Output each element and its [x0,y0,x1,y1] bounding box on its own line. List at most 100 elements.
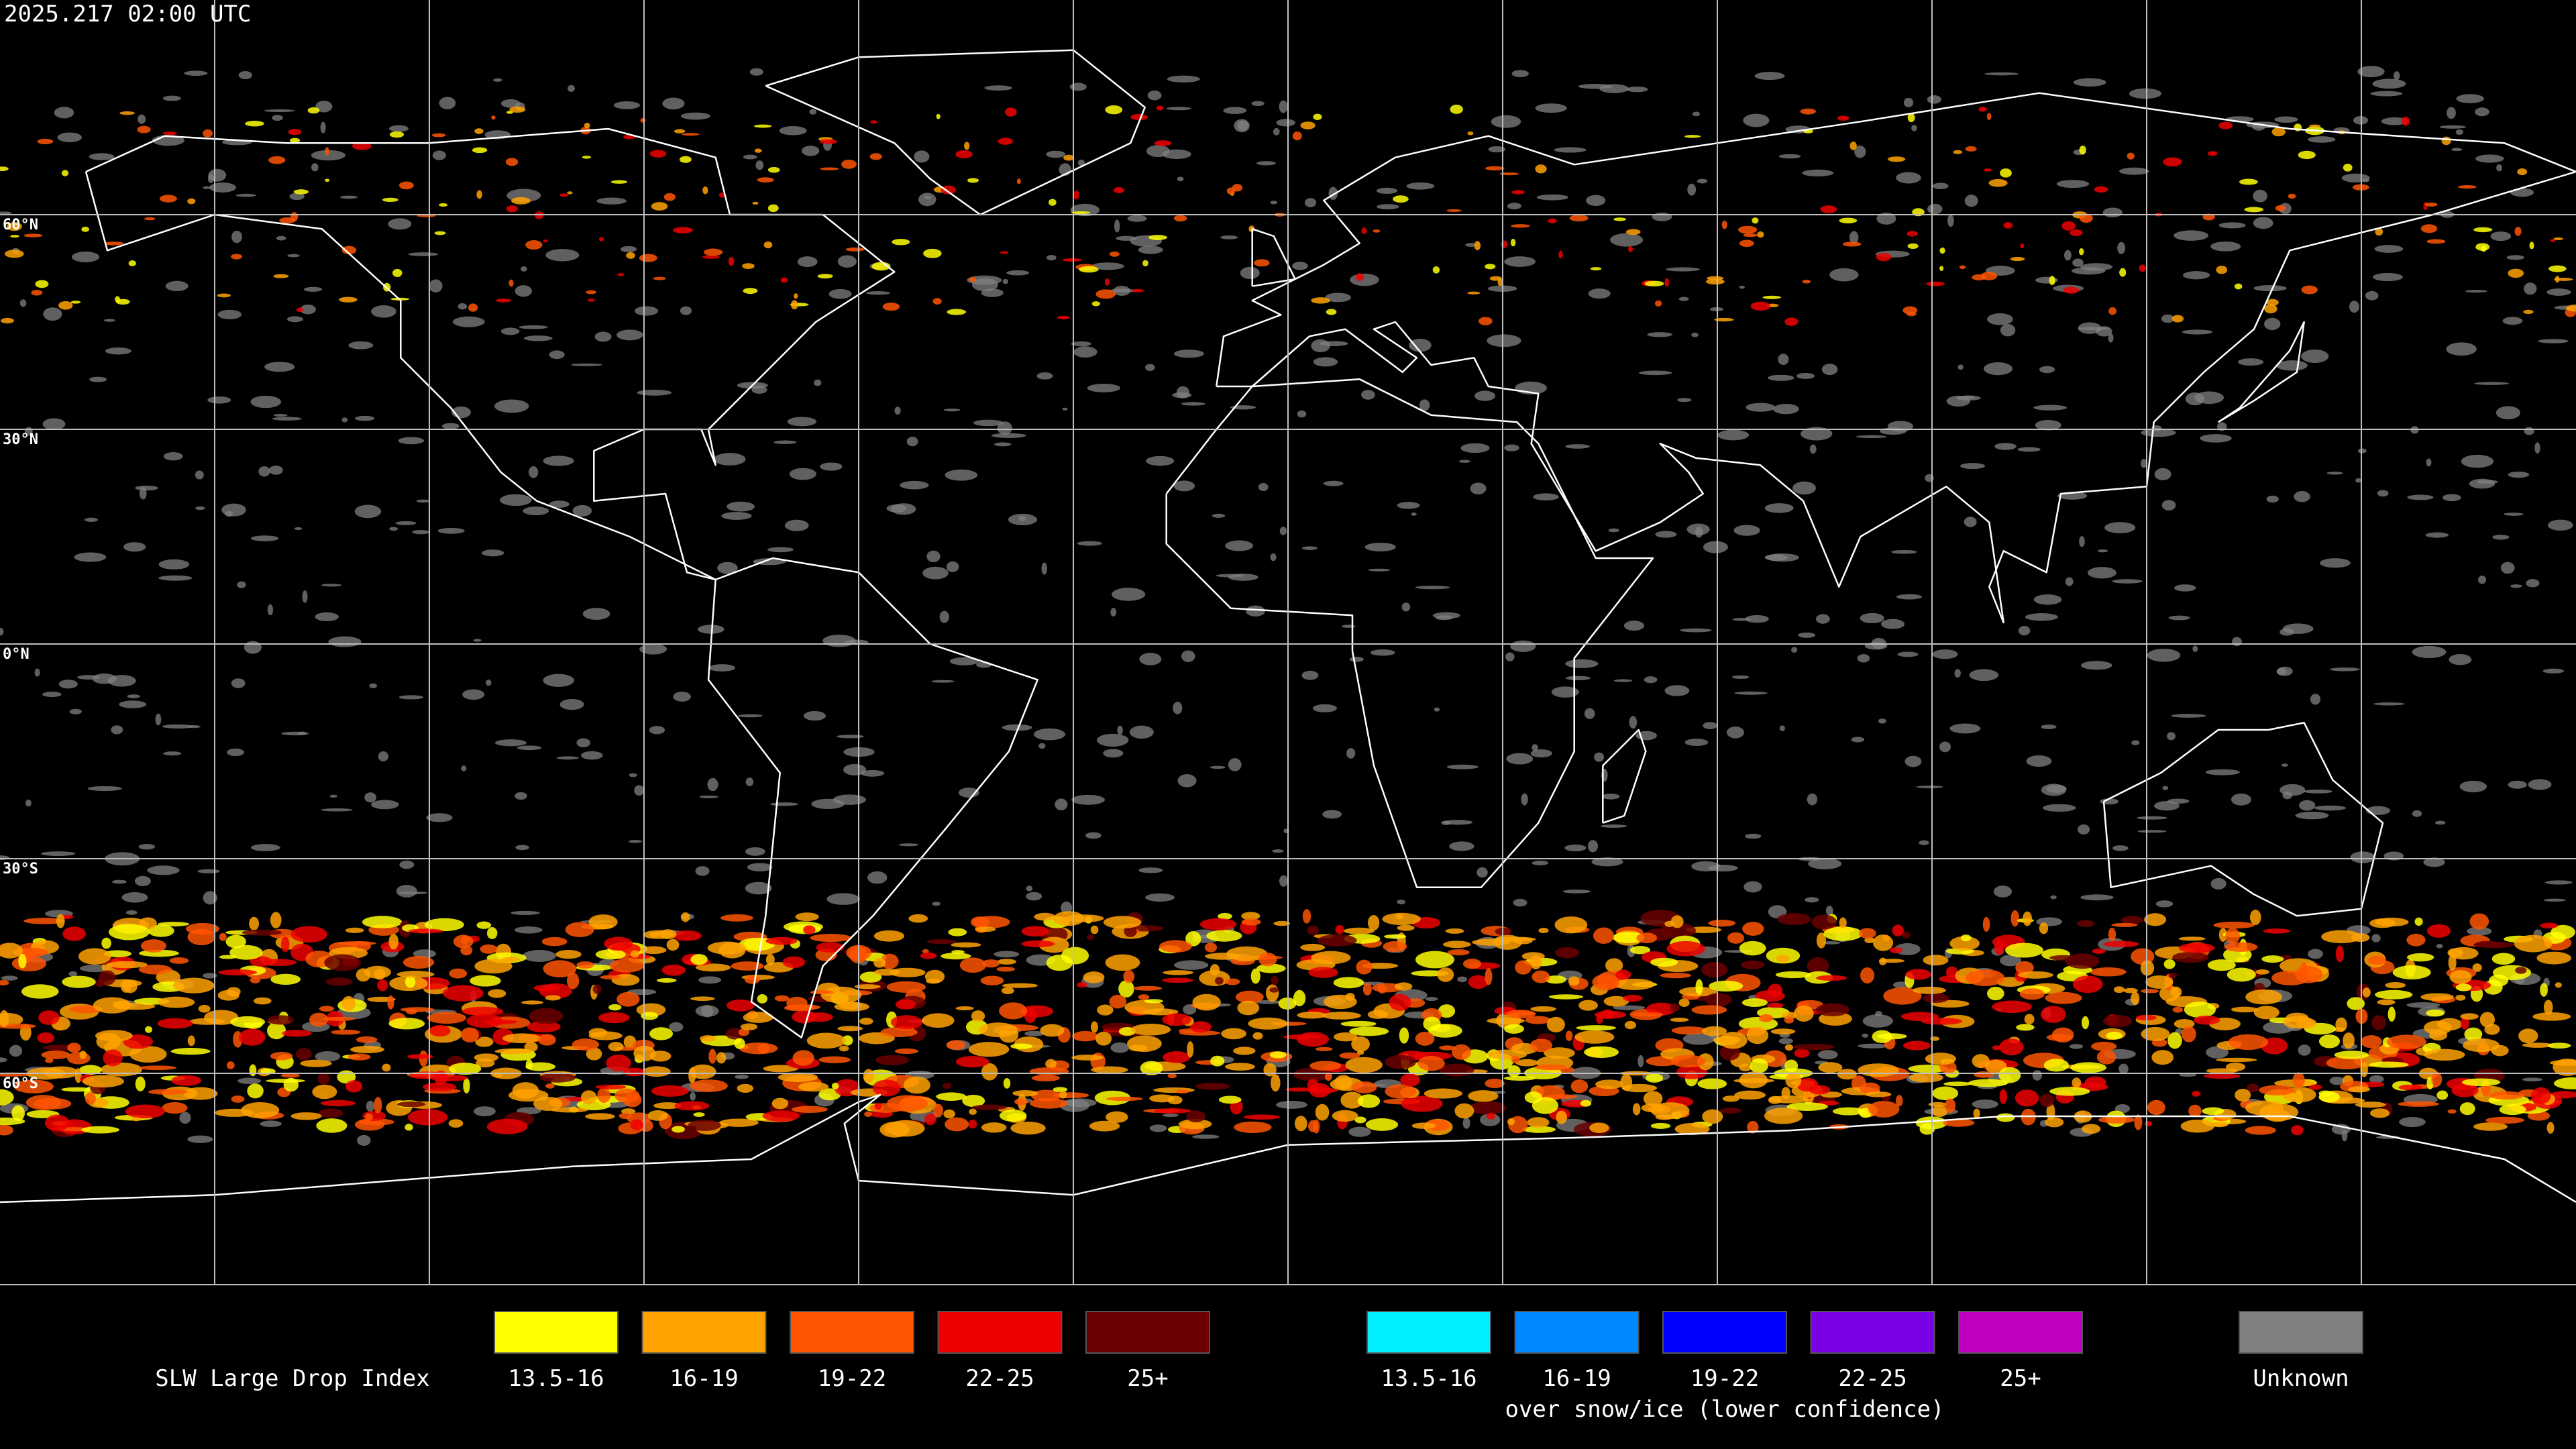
cloud-patch [1071,794,1105,805]
cloud-patch [2232,637,2242,647]
drop-patch [2343,1032,2355,1049]
drop-patch [619,1112,632,1120]
drop-patch [794,293,798,299]
drop-patch [1902,1040,1931,1051]
drop-patch [1397,924,1415,931]
cloud-patch [1127,215,1147,222]
drop-patch [1162,1013,1192,1026]
cloud-patch [1477,867,1488,878]
drop-patch [1340,1091,1364,1109]
drop-patch [93,997,131,1014]
drop-patch [2493,965,2532,980]
drop-patch [951,942,981,948]
cloud-patch [1691,332,1699,337]
drop-patch [2264,304,2277,314]
drop-patch [1345,1057,1383,1073]
drop-patch [1411,1122,1436,1129]
drop-patch [1741,960,1765,969]
drop-patch [1887,156,1906,162]
cloud-patch [258,466,270,477]
cloud-patch [1586,195,1606,206]
drop-patch [1605,958,1623,973]
cloud-patch [1504,256,1536,267]
drop-patch [521,1000,544,1005]
cloud-patch [1809,444,1817,454]
legend-title: SLW Large Drop Index [155,1365,429,1392]
drop-patch [325,147,329,156]
cloud-patch [2026,755,2052,767]
drop-patch [2448,954,2457,971]
drop-patch [959,957,987,973]
cloud-patch [2456,94,2484,103]
drop-patch [1709,980,1743,991]
cloud-patch [311,163,319,172]
legend-swatch [1514,1311,1640,1354]
drop-patch [1501,240,1508,248]
cloud-patch [1817,1050,1838,1060]
drop-patch [1485,264,1496,270]
drop-patch [316,1118,347,1133]
cloud-patch [2253,189,2267,203]
cloud-patch [58,680,78,689]
cloud-patch [1073,346,1097,358]
cloud-patch [1856,435,1887,439]
cloud-patch [0,627,4,636]
drop-patch [666,938,680,951]
cloud-patch [237,1077,262,1084]
drop-patch [1691,1005,1727,1015]
cloud-patch [1401,602,1411,612]
cloud-patch [2017,447,2041,452]
cloud-patch [1565,659,1599,668]
drop-patch [2463,1038,2500,1053]
drop-patch [128,260,136,266]
cloud-patch [543,674,574,687]
cloud-patch [1733,525,1760,536]
drop-patch [543,239,548,243]
drop-patch [1140,1061,1163,1075]
cloud-patch [1916,786,1943,789]
drop-patch [1204,943,1218,953]
cloud-patch [357,1134,371,1146]
cloud-patch [2072,258,2084,267]
cloud-patch [112,879,127,884]
drop-patch [742,263,755,270]
drop-patch [62,926,86,941]
cloud-patch [1114,219,1120,233]
drop-patch [2206,1068,2239,1073]
drop-patch [341,996,356,1011]
cloud-patch [698,625,724,634]
drop-patch [398,181,414,190]
cloud-patch [1167,75,1200,83]
cloud-patch [967,275,1002,285]
drop-patch [1777,913,1811,925]
drop-patch [1233,1046,1256,1055]
drop-patch [162,131,178,136]
drop-patch [139,917,157,930]
cloud-patch [2266,495,2279,503]
cloud-patch [2329,1077,2345,1085]
cloud-patch [1174,960,1209,970]
cloud-patch [1746,402,1776,412]
cloud-patch [2200,434,2232,443]
cloud-patch [1613,1005,1646,1010]
cloud-patch [34,668,40,677]
cloud-patch [523,335,553,341]
drop-patch [1001,987,1014,995]
drop-patch [2226,967,2256,982]
drop-patch [859,971,882,983]
cloud-patch [2018,626,2031,636]
drop-patch [1300,943,1326,951]
cloud-patch [576,738,591,748]
drop-patch [2208,151,2218,156]
drop-patch [543,960,577,977]
drop-patch [780,277,788,283]
cloud-patch [898,843,919,847]
cloud-patch [1743,881,1762,893]
drop-patch [1785,1072,1802,1089]
drop-patch [2172,952,2209,963]
cloud-patch [1954,669,1961,678]
drop-patch [108,924,150,941]
cloud-patch [1678,297,1689,301]
drop-patch [841,159,857,169]
drop-patch [1837,115,1849,121]
